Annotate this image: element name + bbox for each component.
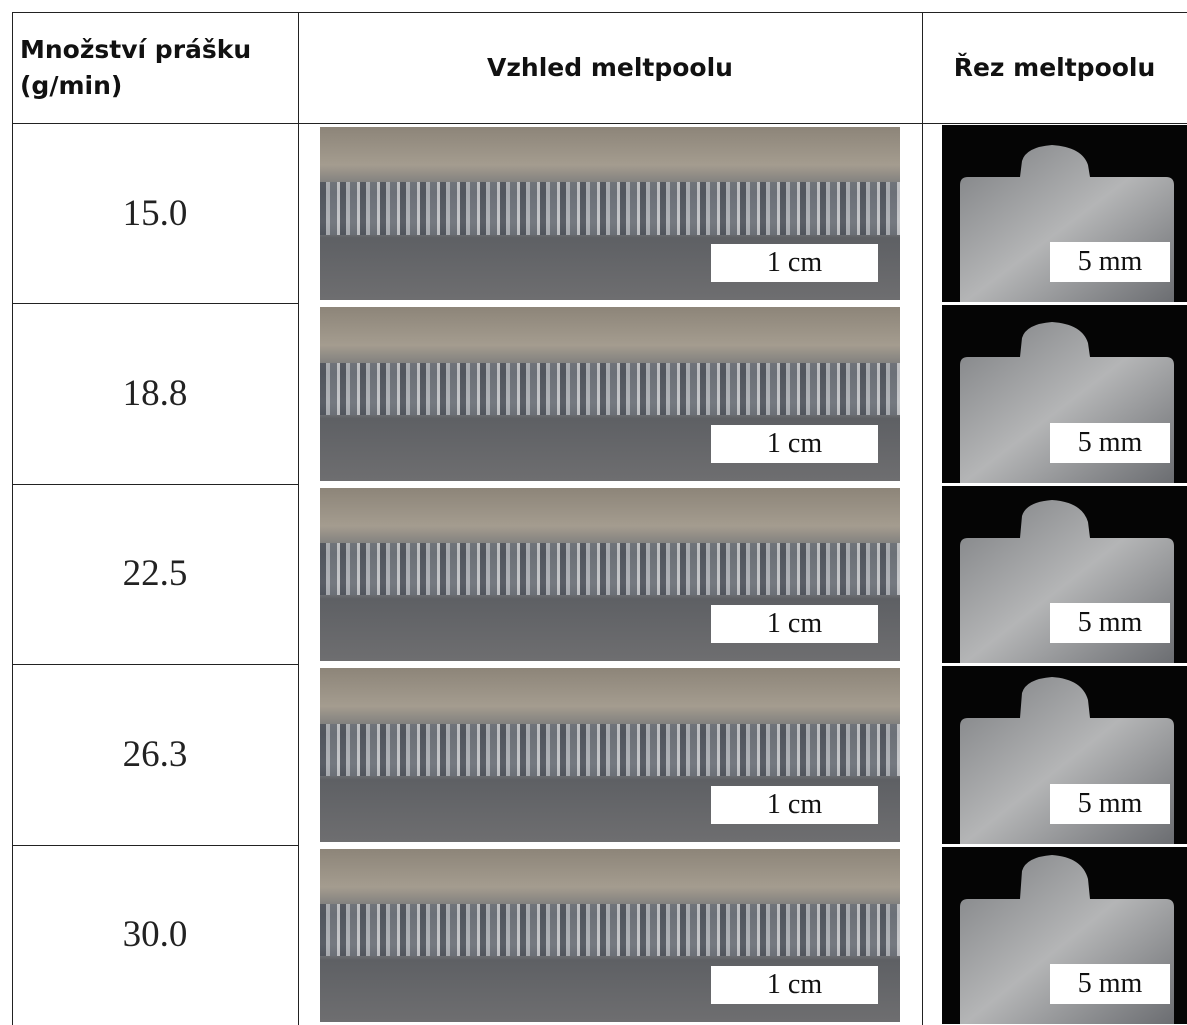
header-cell: Vzhled meltpoolu xyxy=(298,12,922,123)
weld-bead xyxy=(320,182,900,234)
meltpool-photo: 1 cm xyxy=(320,849,900,1022)
cross-section-photo: 5 mm xyxy=(942,486,1187,663)
powder-rate: 15.0 xyxy=(12,123,298,303)
scale-label: 1 cm xyxy=(711,244,878,282)
scale-label: 5 mm xyxy=(1050,603,1170,643)
powder-rate: 30.0 xyxy=(12,845,298,1025)
meltpool-photo: 1 cm xyxy=(320,668,900,841)
powder-rate: 22.5 xyxy=(12,484,298,664)
table-border xyxy=(922,12,923,1025)
weld-bead xyxy=(320,724,900,776)
cross-section-photo: 5 mm xyxy=(942,125,1187,302)
cross-section-photo: 5 mm xyxy=(942,666,1187,843)
meltpool-photo: 1 cm xyxy=(320,307,900,480)
page: Množství prášku (g/min) Vzhled meltpoolu… xyxy=(0,0,1187,1025)
scale-label: 5 mm xyxy=(1050,964,1170,1004)
scale-label: 1 cm xyxy=(711,425,878,463)
header-cell: Řez meltpoolu xyxy=(922,12,1187,123)
scale-label: 1 cm xyxy=(711,605,878,643)
scale-label: 5 mm xyxy=(1050,784,1170,824)
weld-bead xyxy=(320,904,900,956)
powder-rate: 26.3 xyxy=(12,664,298,844)
meltpool-photo: 1 cm xyxy=(320,488,900,661)
powder-rate: 18.8 xyxy=(12,303,298,483)
weld-bead xyxy=(320,363,900,415)
meltpool-photo: 1 cm xyxy=(320,127,900,300)
table-border xyxy=(298,12,299,1025)
cross-section-photo: 5 mm xyxy=(942,305,1187,482)
scale-label: 1 cm xyxy=(711,966,878,1004)
weld-bead xyxy=(320,543,900,595)
scale-label: 5 mm xyxy=(1050,423,1170,463)
cross-section-photo: 5 mm xyxy=(942,847,1187,1024)
header-cell: Množství prášku (g/min) xyxy=(20,12,290,123)
scale-label: 1 cm xyxy=(711,786,878,824)
scale-label: 5 mm xyxy=(1050,242,1170,282)
